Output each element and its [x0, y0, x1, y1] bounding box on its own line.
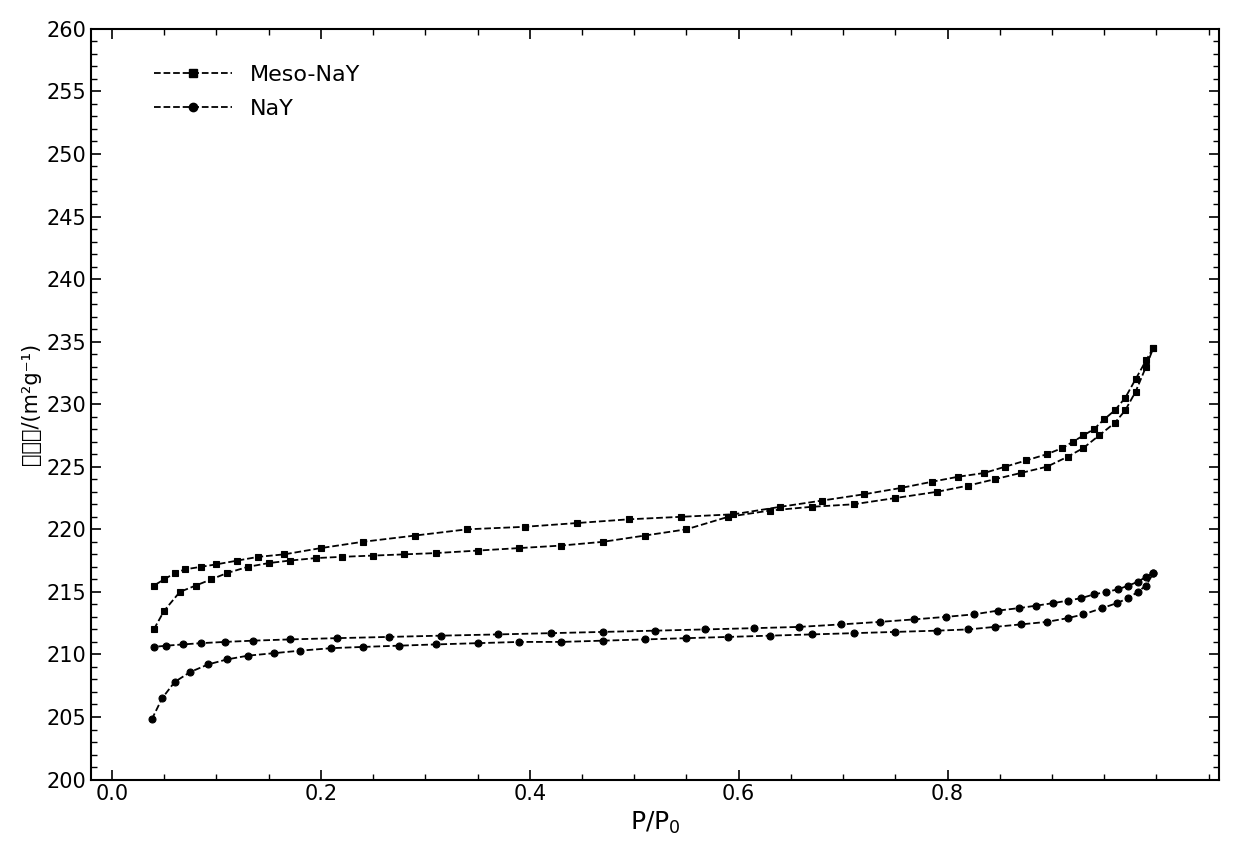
- Legend: Meso-NaY, NaY: Meso-NaY, NaY: [136, 47, 377, 136]
- X-axis label: P/P$_0$: P/P$_0$: [630, 810, 681, 836]
- Y-axis label: 表面积/(m²g⁻¹): 表面积/(m²g⁻¹): [21, 343, 41, 465]
